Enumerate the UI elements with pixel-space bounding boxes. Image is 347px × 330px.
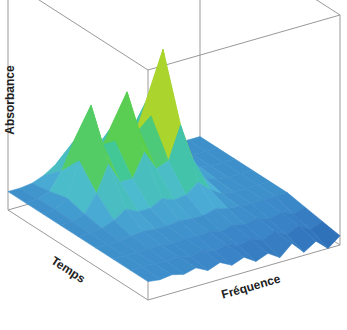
svg-text:Fréquence: Fréquence bbox=[220, 271, 283, 301]
svg-text:Absorbance: Absorbance bbox=[8, 65, 17, 135]
svg-text:Temps: Temps bbox=[49, 253, 89, 285]
